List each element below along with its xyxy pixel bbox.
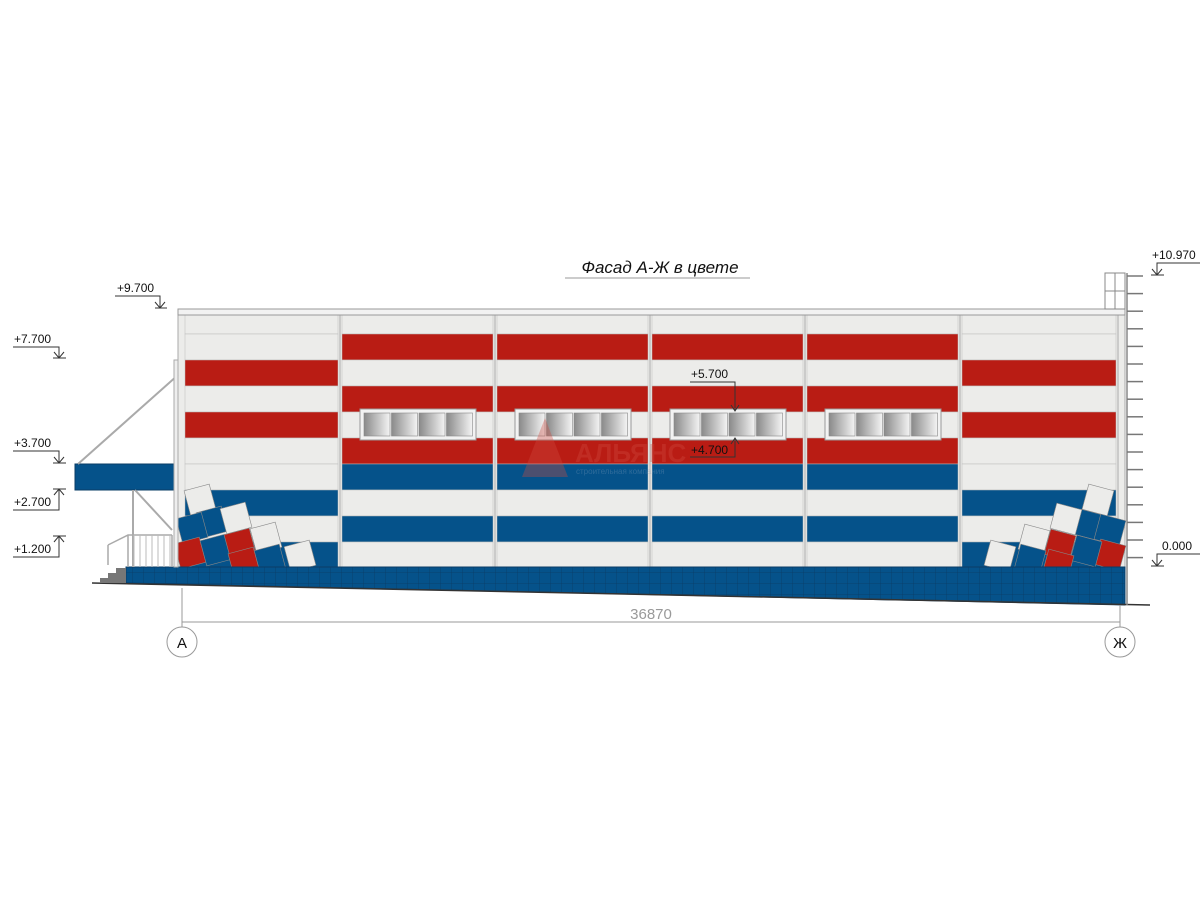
- entrance-canopy: [74, 463, 179, 491]
- facade-stripe: [961, 385, 1117, 413]
- level-4700: +4.700: [691, 443, 728, 457]
- canopy-strut: [134, 489, 173, 531]
- facade-stripe: [184, 385, 339, 413]
- tiled-plinth: [125, 566, 1126, 606]
- facade-stripe: [961, 314, 1117, 335]
- canopy-post: [173, 359, 179, 568]
- facade-stripe: [496, 515, 649, 543]
- window-pane: [883, 412, 911, 437]
- facade-stripe: [651, 385, 804, 413]
- stair-railing: [107, 534, 173, 567]
- facade-stripe: [651, 314, 804, 335]
- ground-line: [91, 582, 1151, 606]
- facade-stripe: [806, 333, 959, 361]
- facade-stripe: [651, 489, 804, 517]
- facade-stripe: [961, 411, 1117, 439]
- window-pane: [673, 412, 701, 437]
- dimension-line: 36870: [181, 588, 1121, 630]
- facade-stripe: [806, 314, 959, 335]
- watermark-brand: АЛЬЯНС: [575, 438, 686, 468]
- facade-stripe: [341, 541, 494, 568]
- drawing-title: Фасад А-Ж в цвете: [581, 258, 738, 277]
- window-pane: [391, 412, 418, 437]
- facade-stripe: [184, 314, 339, 335]
- window-pane: [363, 412, 391, 437]
- level-10970: +10.970: [1152, 248, 1196, 262]
- watermark-logo: АЛЬЯНС строительная компания: [522, 418, 686, 477]
- watermark-tagline: строительная компания: [576, 467, 665, 476]
- window-pane: [856, 412, 883, 437]
- facade-stripe: [341, 515, 494, 543]
- facade-stripe: [496, 463, 649, 491]
- facade-stripe: [806, 463, 959, 491]
- building-facade: [74, 272, 1151, 606]
- facade-stripe: [806, 437, 959, 465]
- facade-stripe: [806, 359, 959, 387]
- window-pane: [601, 412, 628, 437]
- facade-stripe: [184, 359, 339, 387]
- facade-stripe: [961, 437, 1117, 465]
- facade-stripe: [806, 385, 959, 413]
- facade-stripe: [341, 463, 494, 491]
- facade-stripe: [496, 359, 649, 387]
- facade-stripe: [496, 385, 649, 413]
- dimension-value: 36870: [630, 606, 672, 623]
- level-7700: +7.700: [14, 332, 51, 346]
- facade-stripe: [184, 463, 339, 491]
- facade-stripe: [496, 437, 649, 465]
- facade-stripe: [961, 359, 1117, 387]
- window-pane: [573, 412, 601, 437]
- axis-right: Ж: [1113, 635, 1127, 652]
- facade-stripe: [651, 333, 804, 361]
- facade-stripe: [496, 314, 649, 335]
- window-pane: [828, 412, 856, 437]
- level-1200: +1.200: [14, 542, 51, 556]
- facade-stripe: [806, 541, 959, 568]
- facade-stripe: [184, 333, 339, 361]
- window-pane: [756, 412, 783, 437]
- axis-left: А: [177, 635, 187, 652]
- facade-stripe: [806, 489, 959, 517]
- level-9700: +9.700: [117, 281, 154, 295]
- facade-stripe: [496, 489, 649, 517]
- canopy-brace: [77, 374, 179, 465]
- level-3700: +3.700: [14, 436, 51, 450]
- window-pane: [701, 412, 728, 437]
- window-pane: [728, 412, 756, 437]
- parapet: [177, 308, 1126, 316]
- entrance-stairs: [100, 568, 126, 583]
- facade-stripe: [184, 437, 339, 465]
- facade-stripe: [651, 541, 804, 568]
- axis-markers: А Ж: [166, 626, 1136, 658]
- facade-stripe: [341, 489, 494, 517]
- facade-stripe: [341, 314, 494, 335]
- window-pane: [546, 412, 573, 437]
- decor-tile: [1049, 502, 1083, 536]
- facade-stripe: [184, 411, 339, 439]
- window-pane: [446, 412, 473, 437]
- facade-stripe: [651, 515, 804, 543]
- window-pane: [418, 412, 446, 437]
- level-5700: +5.700: [691, 367, 728, 381]
- facade-stripe: [341, 359, 494, 387]
- facade-stripe: [496, 541, 649, 568]
- facade-stripe: [341, 385, 494, 413]
- facade-stripe: [961, 333, 1117, 361]
- roof-exit-grid: [1105, 273, 1125, 309]
- decor-tile: [1069, 534, 1103, 568]
- facade-stripe: [806, 515, 959, 543]
- facade-stripe: [496, 333, 649, 361]
- level-2700: +2.700: [14, 495, 51, 509]
- window-pane: [518, 412, 546, 437]
- facade-stripe: [341, 333, 494, 361]
- level-markers: +9.700 +7.700 +3.700 +2.700 +1.200 +5.70…: [13, 248, 1200, 567]
- facade-stripe: [341, 437, 494, 465]
- window-pane: [911, 412, 938, 437]
- level-0000: 0.000: [1162, 539, 1192, 553]
